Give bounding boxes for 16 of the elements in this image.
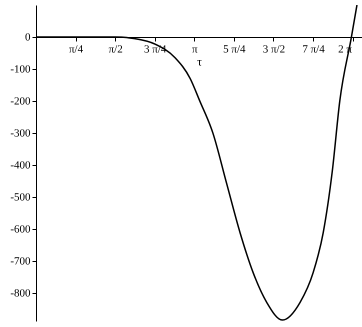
x-axis-title: τ: [197, 54, 202, 68]
y-tick-label: -200: [10, 95, 31, 108]
x-tick-label: 5 π/4: [223, 43, 246, 56]
x-tick-label: π: [192, 43, 198, 56]
x-tick-label: 3 π/2: [262, 43, 286, 56]
y-tick-label: -500: [10, 191, 31, 204]
y-tick-label: -600: [10, 223, 31, 236]
y-tick-label: -300: [10, 127, 31, 140]
y-tick-label: 0: [25, 31, 31, 44]
x-tick-label: π/2: [108, 43, 123, 56]
y-tick-label: -100: [10, 63, 31, 76]
x-tick-label: π/4: [68, 43, 84, 56]
y-tick-label: -800: [10, 287, 31, 300]
x-tick-label: 7 π/4: [302, 43, 326, 56]
y-tick-label: -700: [10, 255, 31, 268]
y-tick-label: -400: [10, 159, 31, 172]
